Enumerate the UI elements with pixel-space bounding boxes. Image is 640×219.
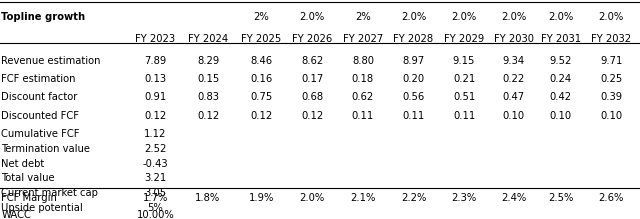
Text: 2.3%: 2.3% — [451, 193, 477, 203]
Text: Upside potential: Upside potential — [1, 203, 83, 213]
Text: 2.52: 2.52 — [145, 144, 166, 154]
Text: FY 2023: FY 2023 — [136, 34, 175, 44]
Text: 2.0%: 2.0% — [300, 193, 325, 203]
Text: 2%: 2% — [355, 12, 371, 22]
Text: 3.05: 3.05 — [145, 188, 166, 198]
Text: FY 2032: FY 2032 — [591, 34, 631, 44]
Text: FCF Margin: FCF Margin — [1, 193, 57, 203]
Text: 0.51: 0.51 — [453, 92, 475, 102]
Text: 2.0%: 2.0% — [451, 12, 477, 22]
Text: 2.2%: 2.2% — [401, 193, 426, 203]
Text: Revenue estimation: Revenue estimation — [1, 56, 100, 66]
Text: 2.6%: 2.6% — [598, 193, 624, 203]
Text: 0.39: 0.39 — [600, 92, 622, 102]
Text: FY 2029: FY 2029 — [444, 34, 484, 44]
Text: 5%: 5% — [148, 203, 163, 213]
Text: 2.0%: 2.0% — [401, 12, 426, 22]
Text: 0.62: 0.62 — [352, 92, 374, 102]
Text: 9.15: 9.15 — [453, 56, 475, 66]
Text: 0.17: 0.17 — [301, 74, 323, 85]
Text: 0.12: 0.12 — [197, 111, 219, 121]
Text: 2.0%: 2.0% — [300, 12, 325, 22]
Text: 0.24: 0.24 — [550, 74, 572, 85]
Text: 1.12: 1.12 — [145, 129, 166, 139]
Text: FY 2028: FY 2028 — [394, 34, 433, 44]
Text: 0.16: 0.16 — [250, 74, 272, 85]
Text: FY 2026: FY 2026 — [292, 34, 332, 44]
Text: 0.11: 0.11 — [403, 111, 424, 121]
Text: Net debt: Net debt — [1, 159, 45, 169]
Text: 0.11: 0.11 — [453, 111, 475, 121]
Text: 10.00%: 10.00% — [137, 210, 174, 219]
Text: 0.47: 0.47 — [503, 92, 525, 102]
Text: 8.29: 8.29 — [197, 56, 219, 66]
Text: 9.34: 9.34 — [503, 56, 525, 66]
Text: 8.97: 8.97 — [403, 56, 424, 66]
Text: 1.7%: 1.7% — [143, 193, 168, 203]
Text: 0.25: 0.25 — [600, 74, 622, 85]
Text: 0.12: 0.12 — [145, 111, 166, 121]
Text: Topline growth: Topline growth — [1, 12, 85, 22]
Text: FCF estimation: FCF estimation — [1, 74, 76, 85]
Text: 8.62: 8.62 — [301, 56, 323, 66]
Text: FY 2031: FY 2031 — [541, 34, 580, 44]
Text: Current market cap: Current market cap — [1, 188, 98, 198]
Text: -0.43: -0.43 — [143, 159, 168, 169]
Text: FY 2030: FY 2030 — [494, 34, 534, 44]
Text: 0.13: 0.13 — [145, 74, 166, 85]
Text: 0.75: 0.75 — [250, 92, 272, 102]
Text: 0.56: 0.56 — [403, 92, 424, 102]
Text: FY 2027: FY 2027 — [343, 34, 383, 44]
Text: 2.5%: 2.5% — [548, 193, 573, 203]
Text: 2.0%: 2.0% — [598, 12, 624, 22]
Text: Total value: Total value — [1, 173, 55, 183]
Text: 3.21: 3.21 — [145, 173, 166, 183]
Text: 0.10: 0.10 — [503, 111, 525, 121]
Text: 2.4%: 2.4% — [501, 193, 527, 203]
Text: FY 2025: FY 2025 — [241, 34, 281, 44]
Text: 2%: 2% — [253, 12, 269, 22]
Text: 0.20: 0.20 — [403, 74, 424, 85]
Text: WACC: WACC — [1, 210, 31, 219]
Text: 1.9%: 1.9% — [248, 193, 274, 203]
Text: 0.10: 0.10 — [600, 111, 622, 121]
Text: 9.52: 9.52 — [550, 56, 572, 66]
Text: 0.22: 0.22 — [503, 74, 525, 85]
Text: 0.18: 0.18 — [352, 74, 374, 85]
Text: 0.91: 0.91 — [145, 92, 166, 102]
Text: 0.68: 0.68 — [301, 92, 323, 102]
Text: 0.11: 0.11 — [352, 111, 374, 121]
Text: Discount factor: Discount factor — [1, 92, 77, 102]
Text: 8.46: 8.46 — [250, 56, 272, 66]
Text: 2.0%: 2.0% — [548, 12, 573, 22]
Text: 9.71: 9.71 — [600, 56, 622, 66]
Text: 8.80: 8.80 — [352, 56, 374, 66]
Text: 2.0%: 2.0% — [501, 12, 527, 22]
Text: 0.10: 0.10 — [550, 111, 572, 121]
Text: 0.21: 0.21 — [453, 74, 475, 85]
Text: 0.12: 0.12 — [250, 111, 272, 121]
Text: Cumulative FCF: Cumulative FCF — [1, 129, 80, 139]
Text: 0.83: 0.83 — [197, 92, 219, 102]
Text: 7.89: 7.89 — [145, 56, 166, 66]
Text: 2.1%: 2.1% — [350, 193, 376, 203]
Text: 0.42: 0.42 — [550, 92, 572, 102]
Text: 0.15: 0.15 — [197, 74, 219, 85]
Text: FY 2024: FY 2024 — [188, 34, 228, 44]
Text: 1.8%: 1.8% — [195, 193, 221, 203]
Text: 0.12: 0.12 — [301, 111, 323, 121]
Text: Discounted FCF: Discounted FCF — [1, 111, 79, 121]
Text: Termination value: Termination value — [1, 144, 90, 154]
